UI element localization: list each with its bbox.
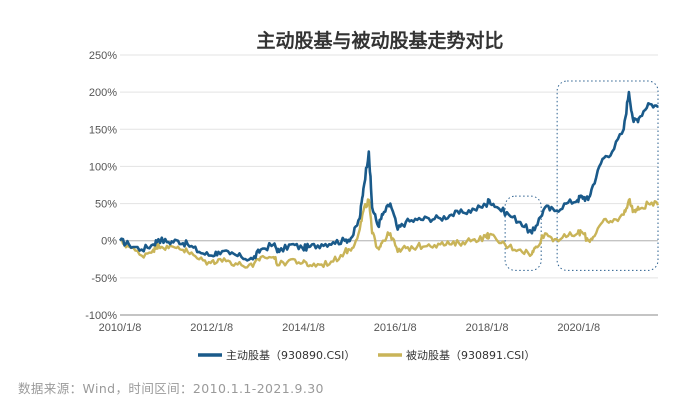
legend-label-0: 主动股基（930890.CSI） [226,349,355,362]
x-tick-label-5: 2020/1/8 [557,322,600,334]
series-line-passive [119,197,660,269]
legend: 主动股基（930890.CSI） 被动股基（930891.CSI） [198,349,535,362]
x-tick-label-0: 2010/1/8 [99,322,142,334]
highlight-boxes [504,80,659,271]
y-tick-label-50: 50% [95,199,117,211]
legend-label-1: 被动股基（930891.CSI） [406,349,535,362]
x-tick-label-3: 2016/1/8 [374,322,417,334]
series-line-active [118,90,659,262]
highlight-box-0 [504,195,542,271]
gridlines [120,54,658,316]
x-tick-label-2: 2014/1/8 [282,322,325,334]
x-tick-label-4: 2018/1/8 [466,322,509,334]
chart-title: 主动股基与被动股基走势对比 [256,29,503,52]
source-note: 数据来源：Wind，时间区间：2010.1.1-2021.9.30 [18,381,324,396]
y-axis: -100% -50% 0% 50% 100% 150% 200% 250% [85,50,117,322]
y-tick-label-250: 250% [89,50,117,62]
x-tick-label-1: 2012/1/8 [190,322,233,334]
x-axis: 2010/1/8 2012/1/8 2014/1/8 2016/1/8 2018/1/8… [99,240,658,334]
y-tick-label-150: 150% [89,124,117,136]
y-tick-label-200: 200% [89,87,117,99]
y-tick-label--100: -100% [85,310,117,322]
highlight-box-1 [556,80,659,271]
y-tick-label-100: 100% [89,161,117,173]
y-tick-label-0: 0% [101,236,117,248]
y-tick-label--50: -50% [91,273,117,285]
series-lines [118,90,660,269]
